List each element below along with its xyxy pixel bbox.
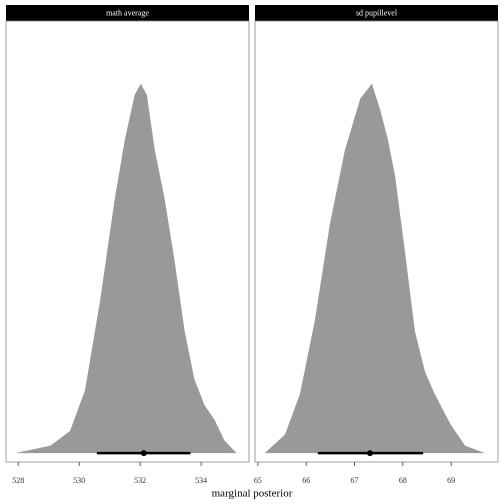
x-tick-label: 66 bbox=[302, 476, 310, 485]
strip-label: sd pupillevel bbox=[356, 8, 398, 17]
strip bbox=[6, 5, 249, 21]
x-tick-label: 530 bbox=[73, 476, 85, 485]
x-tick-label: 69 bbox=[447, 476, 455, 485]
point-estimate bbox=[140, 450, 147, 457]
x-tick-label: 68 bbox=[399, 476, 407, 485]
point-estimate bbox=[366, 450, 373, 457]
density-area bbox=[264, 83, 485, 454]
x-axis-label: marginal posterior bbox=[212, 488, 293, 500]
panel-border bbox=[5, 20, 250, 463]
x-tick-label: 528 bbox=[12, 476, 24, 485]
x-tick-label: 65 bbox=[254, 476, 262, 485]
x-tick-label: 532 bbox=[134, 476, 146, 485]
strip bbox=[255, 5, 498, 21]
x-tick-label: 534 bbox=[195, 476, 207, 485]
panel-border bbox=[254, 20, 499, 463]
x-tick-label: 67 bbox=[351, 476, 359, 485]
strip-label: math average bbox=[106, 8, 149, 17]
density-area bbox=[15, 83, 237, 454]
